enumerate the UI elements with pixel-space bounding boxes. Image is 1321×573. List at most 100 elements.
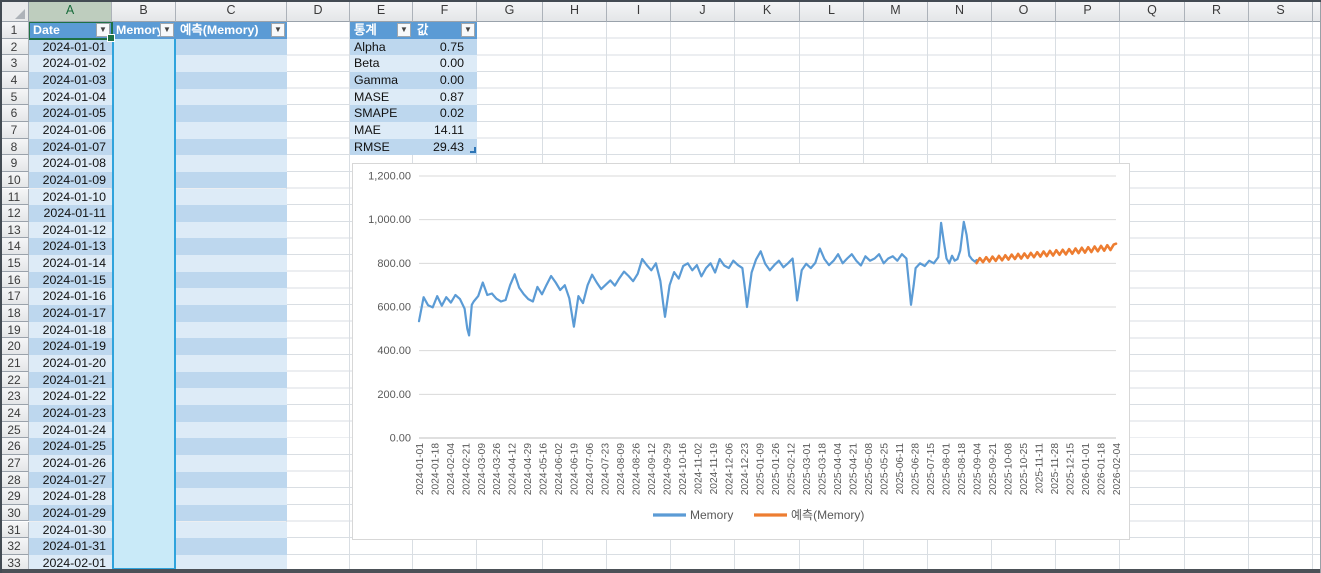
row-header-6[interactable]: 6 [0,105,29,122]
filter-dropdown-button[interactable]: ▼ [271,23,285,37]
row-header-21[interactable]: 21 [0,355,29,372]
column-header-partial[interactable] [1313,0,1321,22]
cell-date[interactable]: 2024-01-15 [29,271,112,289]
cell-forecast-empty[interactable] [176,371,287,389]
select-all-button[interactable] [0,0,29,22]
cell-date[interactable]: 2024-01-13 [29,238,112,256]
row-header-3[interactable]: 3 [0,55,29,72]
row-header-9[interactable]: 9 [0,155,29,172]
cell-stat-value[interactable]: 0.75 [413,38,477,56]
cell-date[interactable]: 2024-01-12 [29,221,112,239]
cell-stat-value[interactable]: 29.43 [413,138,477,156]
cell-forecast-empty[interactable] [176,38,287,56]
row-header-11[interactable]: 11 [0,188,29,206]
row-header-14[interactable]: 14 [0,238,29,256]
cell-date[interactable]: 2024-01-16 [29,288,112,306]
column-header-M[interactable]: M [864,0,928,22]
cell-date[interactable]: 2024-01-29 [29,504,112,522]
cell-date[interactable]: 2024-01-25 [29,438,112,455]
cell-date[interactable]: 2024-01-17 [29,305,112,322]
cell-date[interactable]: 2024-01-31 [29,538,112,555]
row-header-26[interactable]: 26 [0,438,29,455]
row-header-25[interactable]: 25 [0,421,29,439]
row-header-31[interactable]: 31 [0,521,29,539]
row-header-24[interactable]: 24 [0,404,29,422]
row-header-12[interactable]: 12 [0,205,29,222]
cell-forecast-empty[interactable] [176,305,287,322]
cell-forecast-empty[interactable] [176,255,287,272]
cell-forecast-empty[interactable] [176,88,287,106]
column-header-F[interactable]: F [413,0,477,22]
row-header-32[interactable]: 32 [0,538,29,555]
cell-stat-value[interactable]: 0.00 [413,55,477,72]
cell-forecast-empty[interactable] [176,504,287,522]
cell-stat-name[interactable]: Beta [350,55,413,72]
row-header-28[interactable]: 28 [0,471,29,489]
row-header-22[interactable]: 22 [0,371,29,389]
forecast-line-chart[interactable]: 0.00 200.00 400.00 600.00 800.00 1,000.00 1,20… [352,163,1130,540]
row-header-15[interactable]: 15 [0,255,29,272]
cell-date[interactable]: 2024-01-20 [29,355,112,372]
fill-handle[interactable] [107,33,115,42]
cell-forecast-empty[interactable] [176,454,287,472]
cell-date[interactable]: 2024-01-09 [29,171,112,189]
cell-stat-value[interactable]: 0.00 [413,71,477,89]
cell-date[interactable]: 2024-01-22 [29,388,112,405]
cell-date[interactable]: 2024-01-08 [29,155,112,172]
column-header-H[interactable]: H [543,0,607,22]
cell-stat-value[interactable]: 14.11 [413,121,477,139]
cell-forecast-empty[interactable] [176,71,287,89]
cell-date[interactable]: 2024-01-10 [29,188,112,206]
cell-stat-name[interactable]: RMSE [350,138,413,156]
column-header-L[interactable]: L [800,0,864,22]
cell-date[interactable]: 2024-01-02 [29,55,112,72]
row-header-7[interactable]: 7 [0,121,29,139]
cell-forecast-empty[interactable] [176,205,287,222]
cell-forecast-empty[interactable] [176,438,287,455]
cell-date[interactable]: 2024-01-28 [29,488,112,505]
cell-forecast-empty[interactable] [176,338,287,355]
cell-stat-name[interactable]: Alpha [350,38,413,56]
cell-date[interactable]: 2024-01-23 [29,404,112,422]
cell-date[interactable]: 2024-01-04 [29,88,112,106]
cell-date[interactable]: 2024-01-14 [29,255,112,272]
cell-forecast-empty[interactable] [176,404,287,422]
column-header-E[interactable]: E [350,0,413,22]
cell-stat-name[interactable]: MAE [350,121,413,139]
row-header-8[interactable]: 8 [0,138,29,156]
column-header-J[interactable]: J [671,0,735,22]
row-header-27[interactable]: 27 [0,454,29,472]
cell-forecast-empty[interactable] [176,288,287,306]
cell-forecast-empty[interactable] [176,388,287,405]
column-header-I[interactable]: I [607,0,671,22]
row-header-16[interactable]: 16 [0,271,29,289]
cell-C1-forecast-header[interactable]: 예측(Memory) ▼ [176,22,287,39]
row-header-17[interactable]: 17 [0,288,29,306]
cell-forecast-empty[interactable] [176,238,287,256]
cell-stat-value[interactable]: 0.02 [413,105,477,122]
cell-forecast-empty[interactable] [176,421,287,439]
cell-forecast-empty[interactable] [176,321,287,339]
cell-date[interactable]: 2024-01-05 [29,105,112,122]
filter-dropdown-button[interactable]: ▼ [397,23,411,37]
cell-forecast-empty[interactable] [176,538,287,555]
row-header-30[interactable]: 30 [0,504,29,522]
cell-forecast-empty[interactable] [176,188,287,206]
cell-forecast-empty[interactable] [176,55,287,72]
filter-dropdown-button[interactable]: ▼ [461,23,475,37]
column-header-P[interactable]: P [1056,0,1120,22]
column-header-R[interactable]: R [1185,0,1249,22]
cell-date[interactable]: 2024-01-07 [29,138,112,156]
cell-date[interactable]: 2024-01-21 [29,371,112,389]
cell-forecast-empty[interactable] [176,521,287,539]
column-header-G[interactable]: G [477,0,543,22]
cell-forecast-empty[interactable] [176,105,287,122]
row-header-13[interactable]: 13 [0,221,29,239]
row-header-19[interactable]: 19 [0,321,29,339]
cell-stat-name[interactable]: MASE [350,88,413,106]
row-header-23[interactable]: 23 [0,388,29,405]
column-header-C[interactable]: C [176,0,287,22]
column-header-B[interactable]: B [112,0,176,22]
cell-date[interactable]: 2024-01-03 [29,71,112,89]
row-header-2[interactable]: 2 [0,38,29,56]
